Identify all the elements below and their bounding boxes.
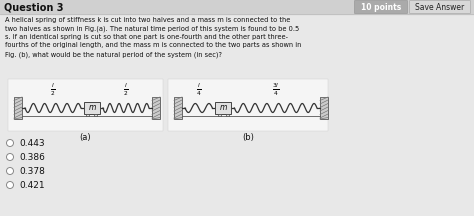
Text: (b): (b) (242, 133, 254, 142)
Circle shape (7, 140, 13, 146)
Text: m: m (88, 103, 96, 113)
Bar (168, 79, 328, 131)
Text: 0.421: 0.421 (19, 181, 45, 189)
Text: 10 points: 10 points (361, 3, 401, 11)
Circle shape (7, 154, 13, 160)
Bar (86, 114, 90, 116)
Bar (0, 0, 474, 14)
Text: $\frac{l}{2}$: $\frac{l}{2}$ (50, 82, 56, 98)
FancyBboxPatch shape (410, 0, 471, 13)
Text: $\frac{l}{4}$: $\frac{l}{4}$ (196, 82, 201, 98)
Bar (8, 79, 163, 131)
Text: Question 3: Question 3 (4, 2, 64, 12)
Text: A helical spring of stiffness k is cut into two halves and a mass m is connected: A helical spring of stiffness k is cut i… (5, 17, 291, 23)
Bar (84, 102, 100, 114)
Text: Save Answer: Save Answer (415, 3, 465, 11)
Bar (226, 114, 229, 116)
Text: $\frac{l}{2}$: $\frac{l}{2}$ (123, 82, 129, 98)
Text: 0.378: 0.378 (19, 167, 45, 175)
Text: fourths of the original length, and the mass m is connected to the two parts as : fourths of the original length, and the … (5, 43, 301, 49)
Text: Fig. (b), what would be the natural period of the system (in sec)?: Fig. (b), what would be the natural peri… (5, 51, 222, 57)
Circle shape (7, 167, 13, 175)
Text: s. If an identical spring is cut so that one part is one-fourth and the other pa: s. If an identical spring is cut so that… (5, 34, 288, 40)
Text: m: m (220, 103, 227, 113)
Bar (218, 114, 221, 116)
Circle shape (7, 181, 13, 189)
Bar (215, 102, 231, 114)
Text: 0.386: 0.386 (19, 152, 45, 162)
Text: (a): (a) (80, 133, 91, 142)
Bar (94, 114, 98, 116)
Text: two halves as shown in Fig.(a). The natural time period of this system is found : two halves as shown in Fig.(a). The natu… (5, 25, 299, 32)
Text: 0.443: 0.443 (19, 138, 45, 148)
Bar (320, 97, 328, 119)
Bar (14, 97, 22, 119)
Bar (152, 97, 160, 119)
Bar (174, 97, 182, 119)
FancyBboxPatch shape (355, 0, 408, 13)
Text: $\frac{3l}{4}$: $\frac{3l}{4}$ (272, 82, 279, 98)
